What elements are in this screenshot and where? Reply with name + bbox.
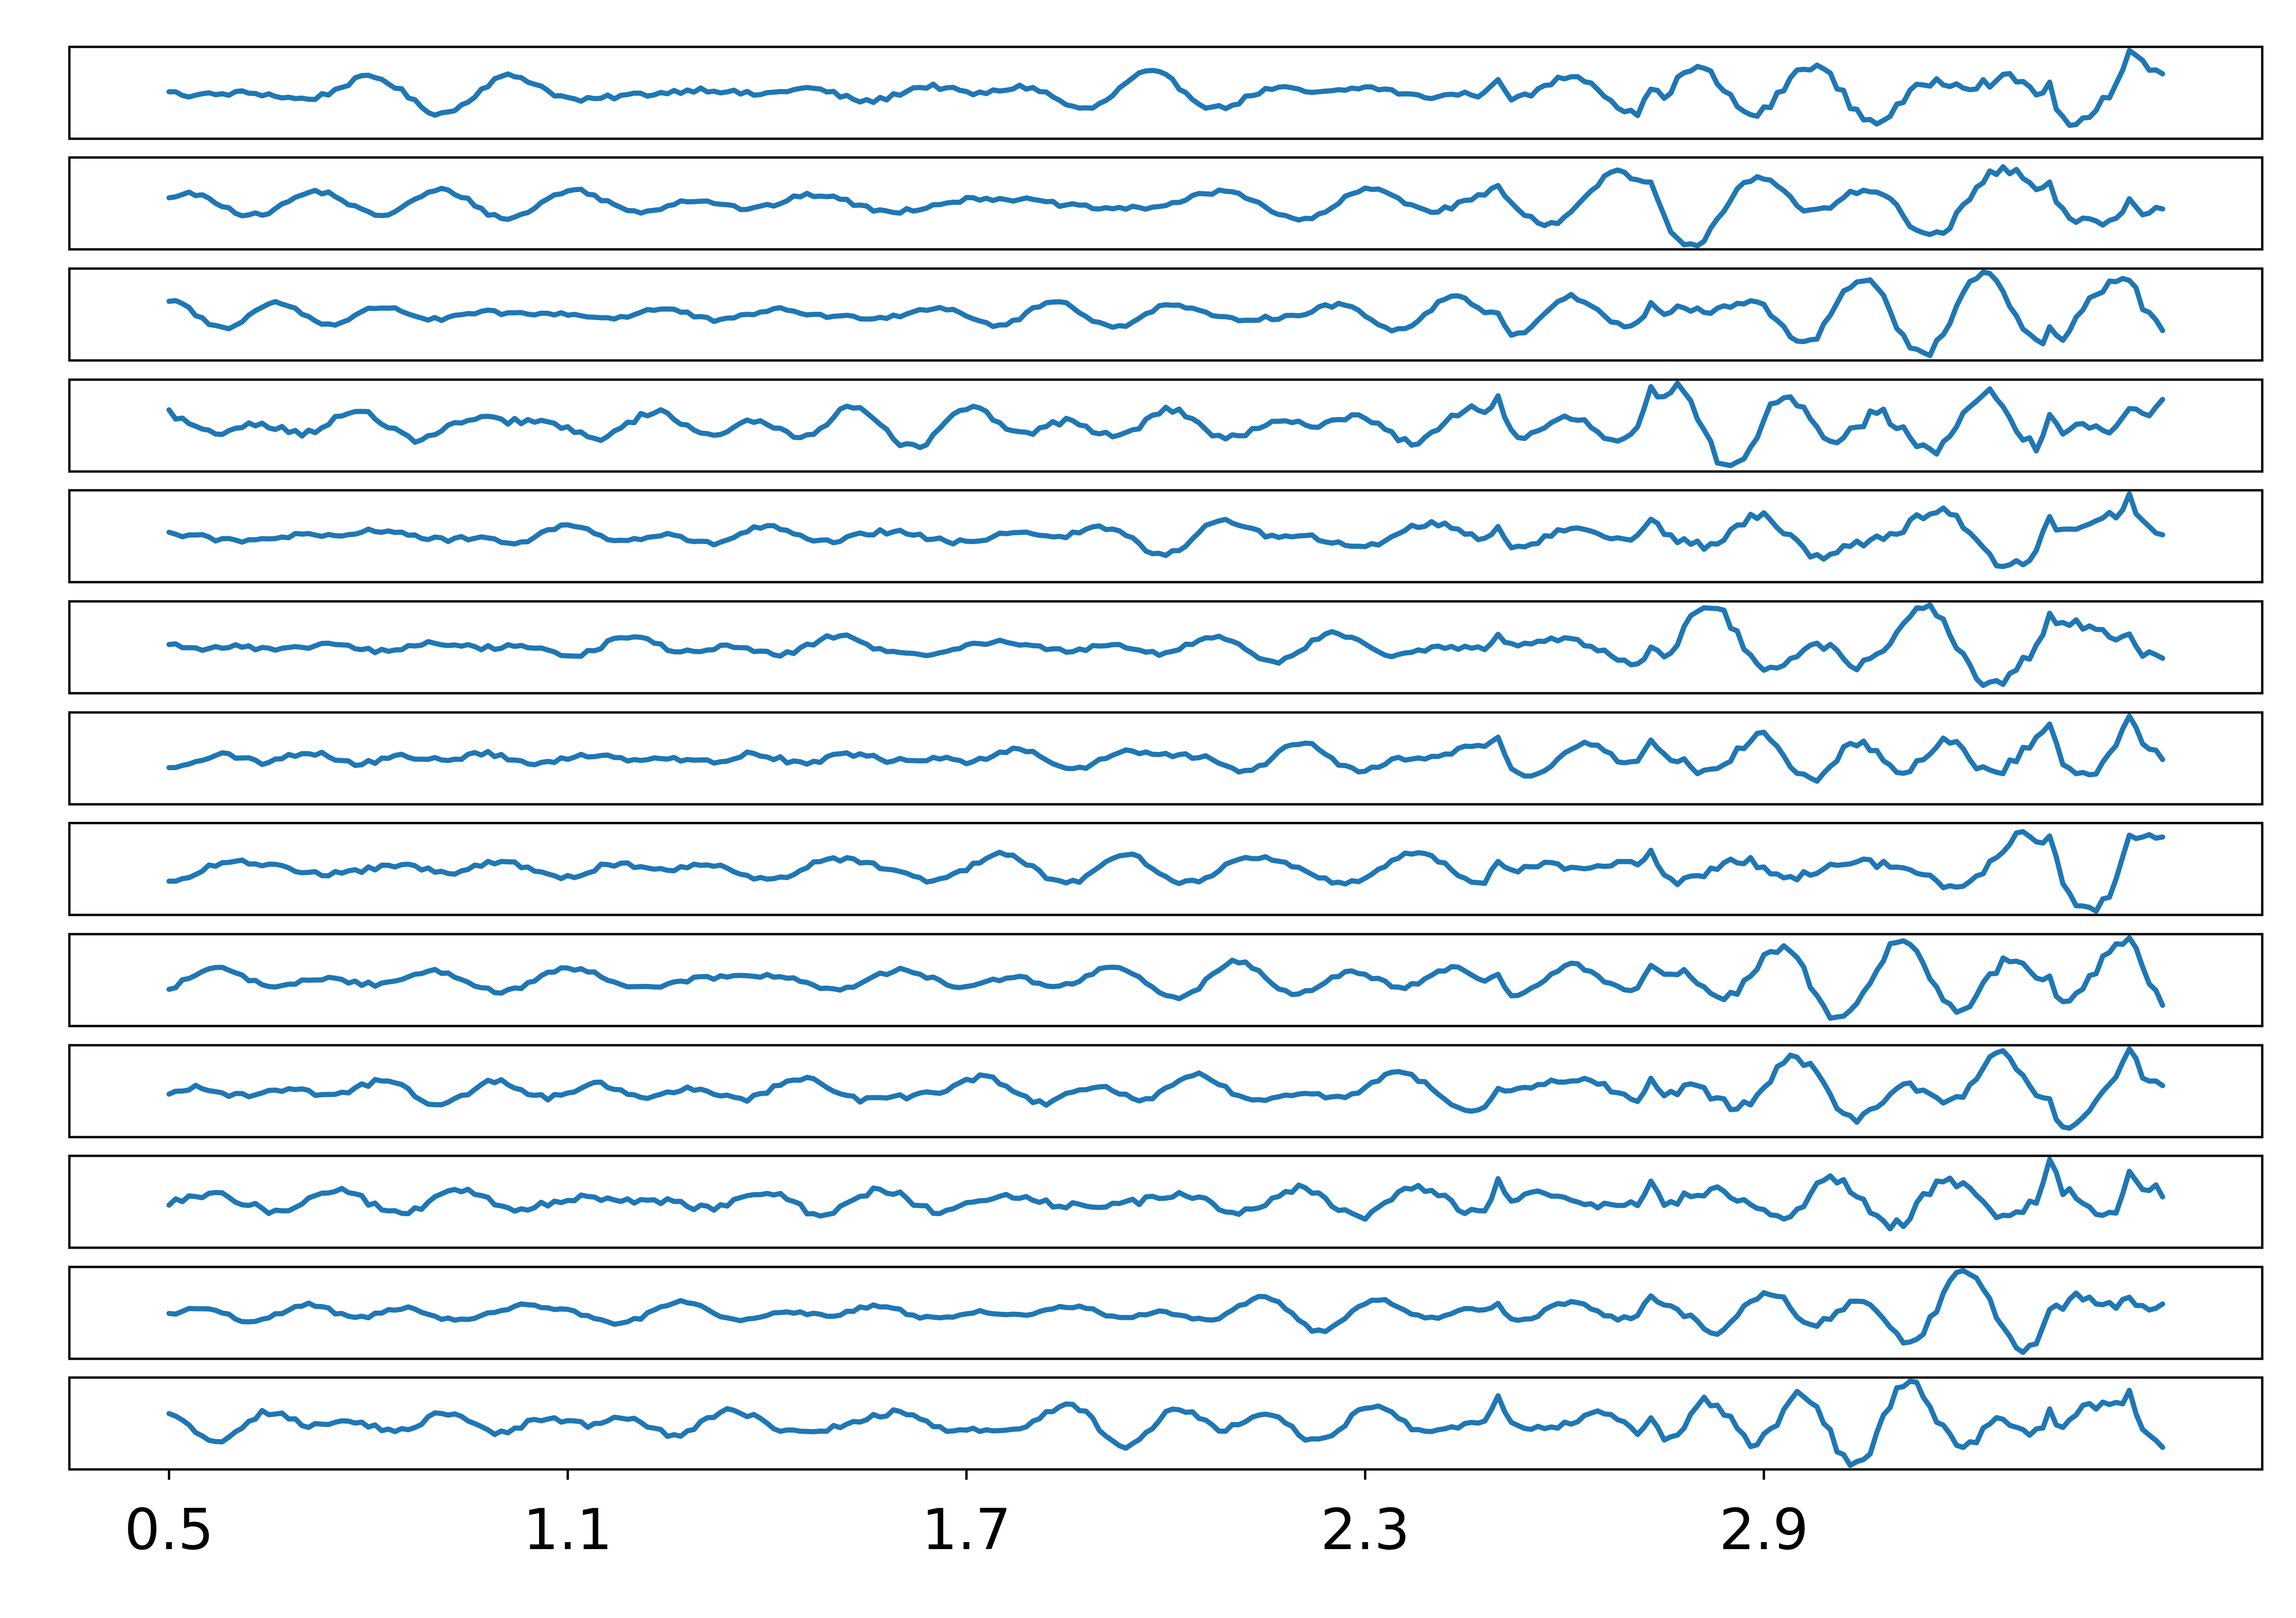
panel-3: [68, 267, 2264, 362]
x-axis: 0.5 1.1 1.7 2.3 2.9: [124, 1469, 1808, 1563]
x-tick-label: 2.3: [1321, 1498, 1410, 1563]
series-line-7: [166, 713, 2165, 784]
panel-frame: [68, 1266, 2264, 1360]
series-line-3: [166, 270, 2165, 358]
panel-frame: [68, 1376, 2264, 1471]
series-line-1: [166, 48, 2165, 128]
panel-frame: [68, 267, 2264, 362]
series-line-9: [166, 935, 2165, 1021]
series-line-2: [166, 164, 2165, 248]
panel-5: [68, 489, 2264, 584]
series-line-12: [166, 1268, 2165, 1355]
panel-7: [68, 711, 2264, 806]
x-tick-label: 0.5: [124, 1498, 214, 1563]
panel-frame: [68, 156, 2264, 251]
panel-frame: [68, 600, 2264, 695]
series-line-10: [166, 1046, 2165, 1131]
panel-9: [68, 933, 2264, 1027]
panel-8: [68, 822, 2264, 916]
panel-4: [68, 378, 2264, 473]
series-line-6: [166, 602, 2165, 688]
x-tick-label: 2.9: [1719, 1498, 1808, 1563]
series-line-4: [166, 381, 2165, 468]
series-line-5: [166, 491, 2165, 569]
series-line-13: [166, 1378, 2165, 1468]
panel-frame: [68, 1044, 2264, 1139]
series-line-11: [166, 1157, 2165, 1232]
panel-frame: [68, 1154, 2264, 1249]
x-tick-label: 1.1: [523, 1498, 613, 1563]
panels-group: [68, 45, 2264, 1471]
panel-frame: [68, 378, 2264, 473]
series-line-8: [166, 829, 2165, 914]
x-tick-label: 1.7: [922, 1498, 1011, 1563]
panel-1: [68, 45, 2264, 140]
panel-2: [68, 156, 2264, 251]
panel-12: [68, 1266, 2264, 1360]
panel-6: [68, 600, 2264, 695]
panel-frame: [68, 822, 2264, 916]
panel-frame: [68, 933, 2264, 1027]
panel-frame: [68, 711, 2264, 806]
panel-13: [68, 1376, 2264, 1471]
panel-frame: [68, 45, 2264, 140]
panel-11: [68, 1154, 2264, 1249]
panel-10: [68, 1044, 2264, 1139]
panel-frame: [68, 489, 2264, 584]
